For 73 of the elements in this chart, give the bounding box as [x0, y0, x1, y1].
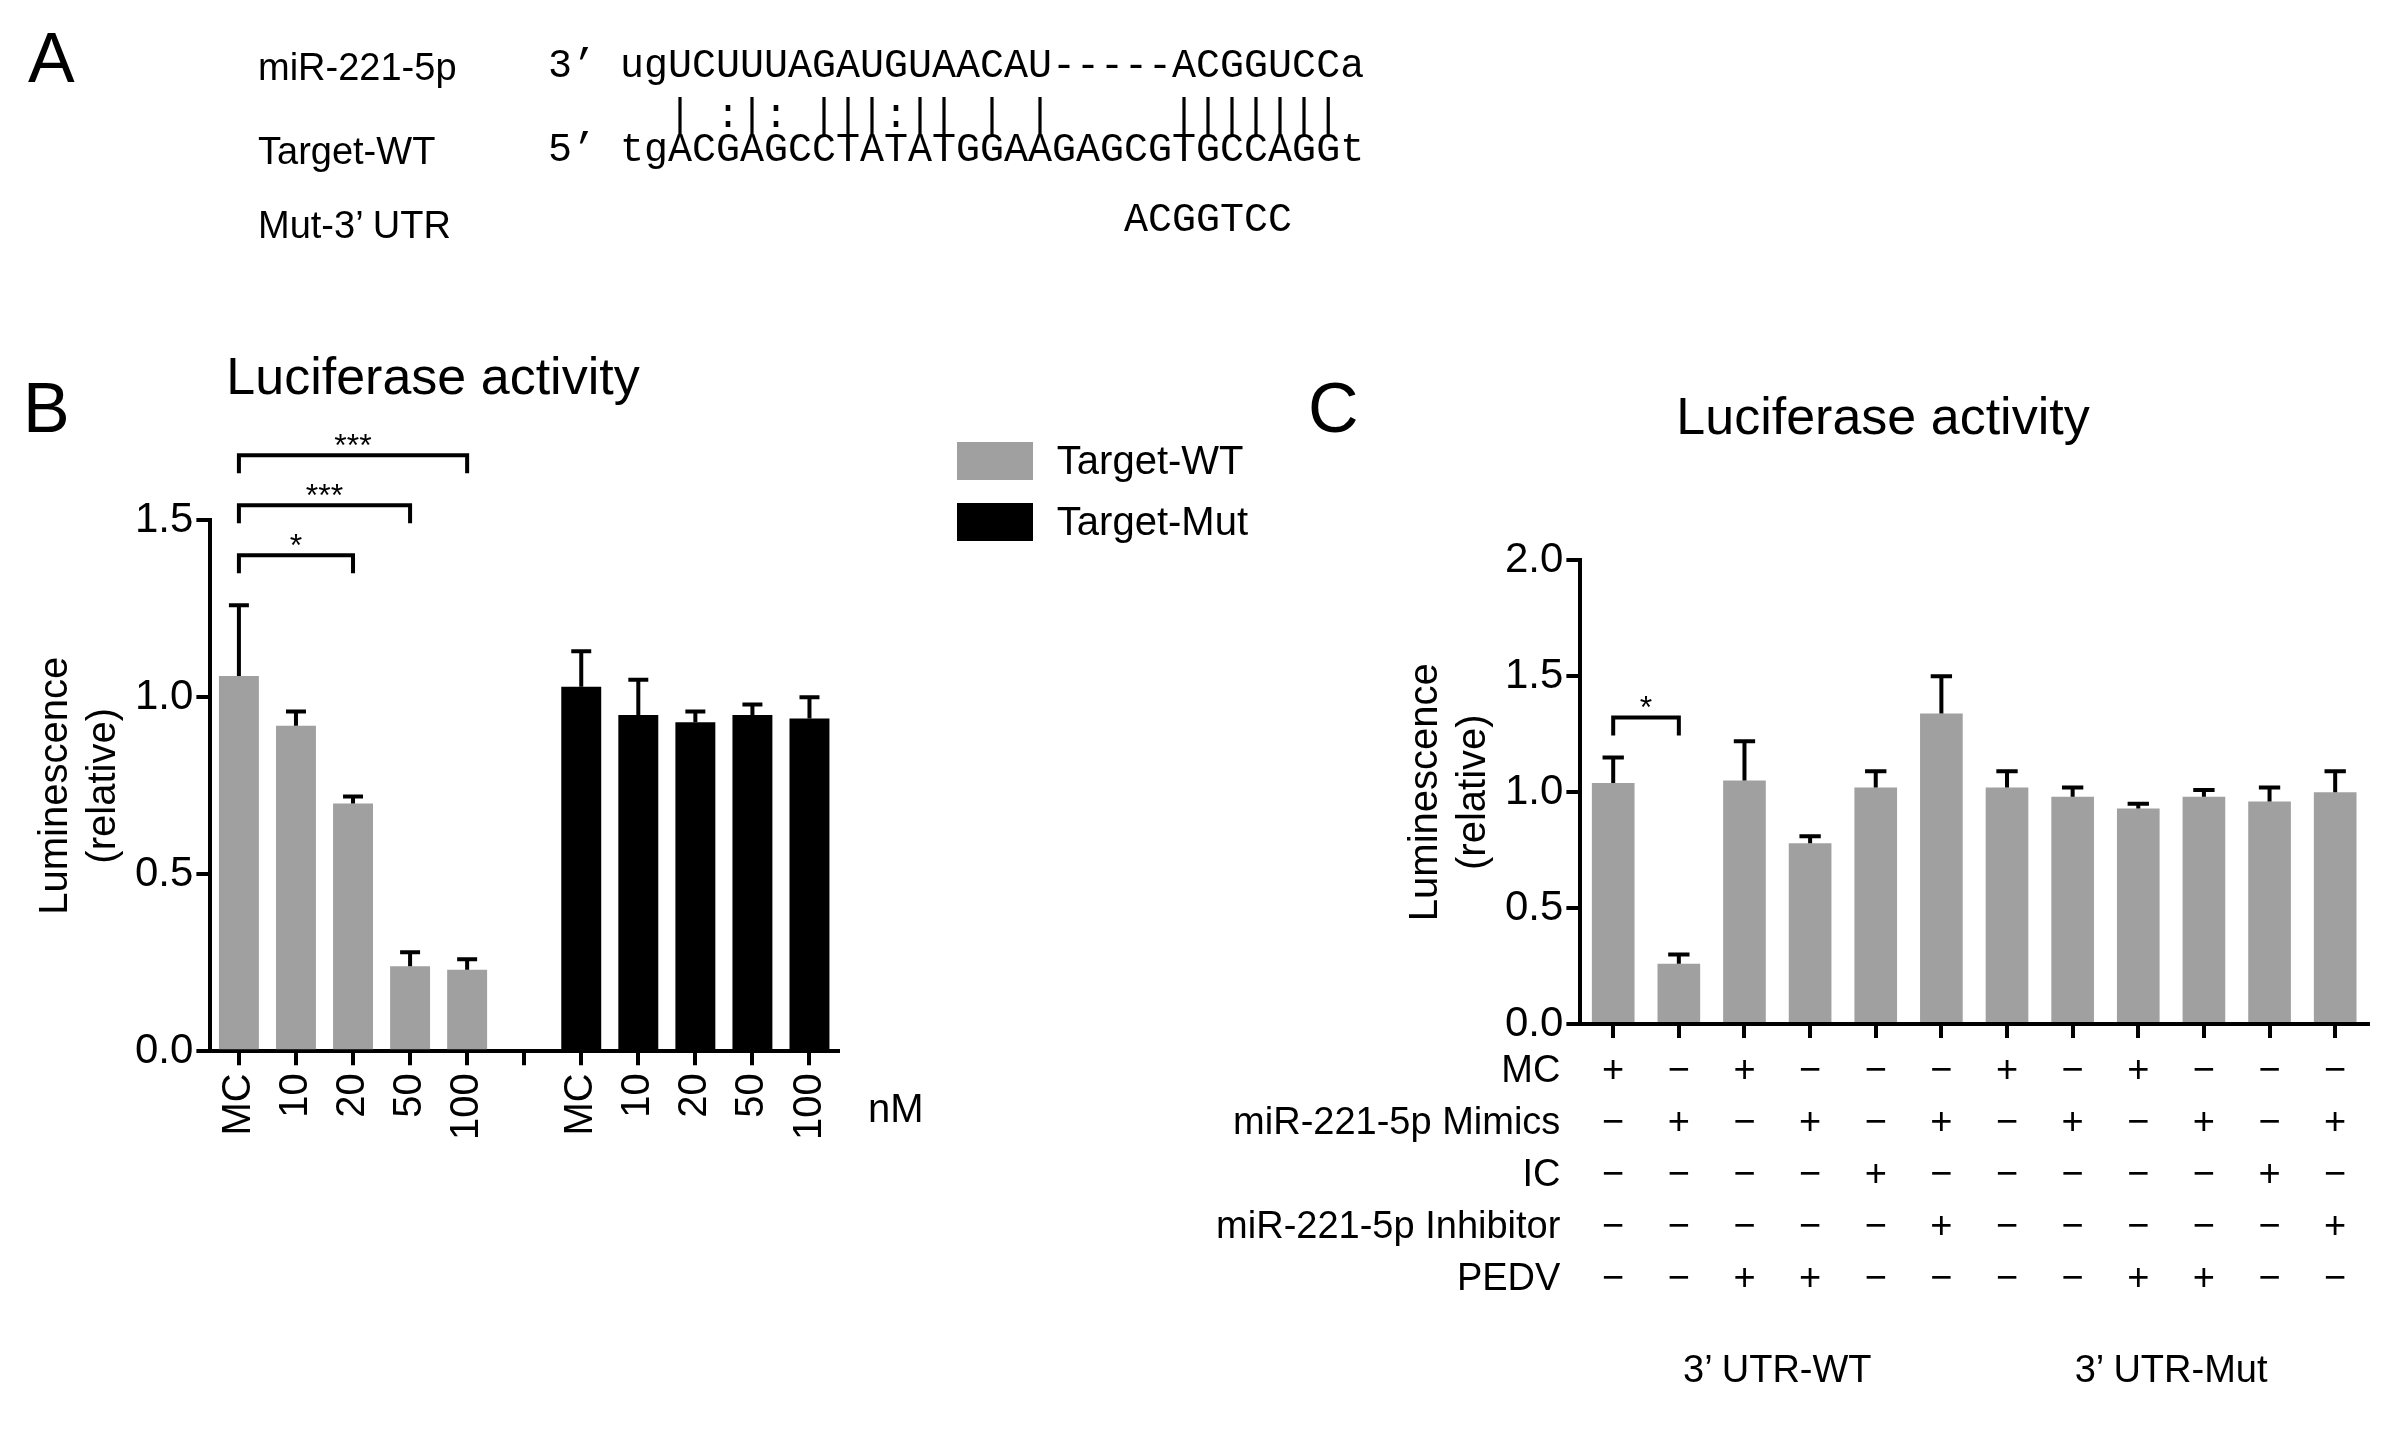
y-tick-label: 0.5 [1505, 881, 1564, 929]
x-tick-label: 20 [328, 1073, 373, 1118]
x-tick-label: − + − + − [2324, 1048, 2347, 1299]
text: PEDV [1456, 1256, 1562, 1299]
bar [447, 969, 488, 1050]
y-axis-title: Luminescence (relative) [31, 656, 124, 915]
text: *** [305, 477, 344, 514]
x-axis-title: nM [868, 1086, 924, 1131]
x-tick-label: MC [213, 1073, 258, 1136]
chart-title: Luciferase activity [1676, 386, 2090, 445]
bar [2116, 808, 2160, 1022]
y-tick-label: 1.5 [1505, 649, 1564, 697]
text: miR-221-5p Mimics [1233, 1100, 1561, 1143]
x-tick-label: 10 [613, 1073, 658, 1118]
x-tick-label: − + − − + [1799, 1048, 1822, 1299]
text: B [23, 368, 70, 448]
text: IC [1522, 1152, 1561, 1195]
x-tick-label: − + − − − [2061, 1048, 2084, 1299]
text: miR-221-5p Inhibitor [1216, 1204, 1561, 1247]
bar [2182, 796, 2226, 1022]
x-tick-label: MC [556, 1073, 601, 1136]
text: ACGGTCC [1123, 198, 1293, 243]
bar [1920, 713, 1963, 1022]
bar [1788, 843, 1832, 1022]
text: miR-221-5p [258, 46, 457, 89]
y-tick-label: 1.0 [135, 670, 194, 718]
bar [1854, 787, 1898, 1022]
text: 3’ ugUCUUUAGAUGUAACAU-----ACGGUCCa [548, 44, 1365, 89]
bar [1591, 782, 1635, 1022]
chart-title: Luciferase activity [226, 346, 640, 405]
x-tick-label: − + − − − [1667, 1048, 1690, 1299]
bar [390, 966, 431, 1050]
bar [1723, 780, 1766, 1022]
text: 3’ UTR-Mut [2074, 1348, 2268, 1391]
y-axis-title: Luminescence (relative) [1401, 663, 1494, 922]
y-tick-label: 0.5 [135, 847, 194, 895]
bar [2051, 796, 2094, 1022]
annotation: * [1639, 689, 1653, 726]
x-tick-label: − + − + − [1930, 1048, 1953, 1299]
annotation: * [289, 527, 303, 564]
y-tick-label: 0.0 [135, 1024, 194, 1072]
x-tick-label: + − − − − [1602, 1048, 1625, 1299]
x-tick-label: − − + − − [1864, 1048, 1887, 1299]
bar [333, 803, 373, 1050]
bar [218, 676, 259, 1050]
text: A [28, 18, 75, 98]
x-tick-label: 10 [271, 1073, 315, 1118]
text: *** [334, 427, 372, 464]
bar [276, 725, 316, 1050]
text: Mut-3’ UTR [258, 204, 451, 247]
text: Target-WT [258, 130, 436, 173]
x-tick-label: − − + − − [2258, 1048, 2281, 1299]
x-tick-label: 50 [385, 1073, 430, 1118]
y-tick-label: 1.0 [1505, 765, 1564, 813]
x-tick-label: + − − − + [1733, 1048, 1756, 1299]
legend-label: Target-Mut [1056, 499, 1248, 544]
x-tick-label: 100 [784, 1073, 829, 1141]
legend-label: Target-WT [1056, 438, 1244, 483]
y-tick-label: 2.0 [1505, 533, 1564, 581]
x-tick-label: + − − − + [2127, 1048, 2150, 1299]
x-tick-label: 50 [727, 1073, 772, 1118]
text: 3’ UTR-WT [1683, 1348, 1872, 1391]
bar [1985, 787, 2029, 1022]
bar [2313, 792, 2357, 1022]
x-tick-label: − + − − + [2192, 1048, 2216, 1299]
text: C [1308, 368, 1359, 448]
y-tick-label: 0.0 [1505, 997, 1564, 1045]
x-tick-label: + − − − − [1995, 1048, 2019, 1299]
x-tick-label: 100 [442, 1073, 487, 1141]
x-tick-label: 20 [670, 1073, 715, 1118]
y-tick-label: 1.5 [135, 493, 194, 541]
bar [1657, 963, 1701, 1022]
bar [2248, 801, 2291, 1022]
